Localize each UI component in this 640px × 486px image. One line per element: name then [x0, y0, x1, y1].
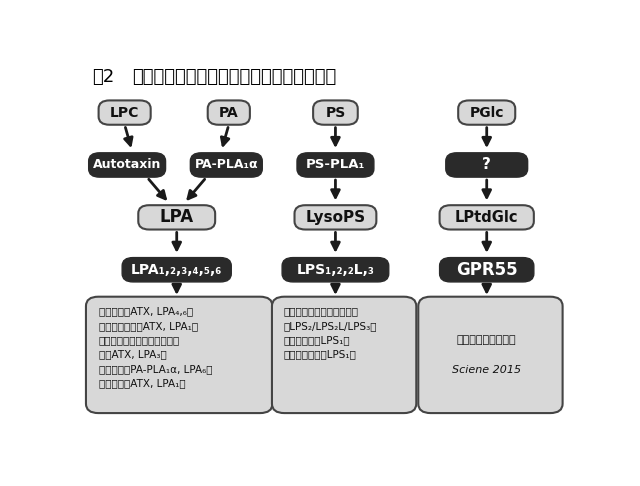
Text: LPA₁,₂,₃,₄,₅,₆: LPA₁,₂,₃,₄,₅,₆: [131, 263, 223, 277]
Text: LPA: LPA: [159, 208, 194, 226]
Text: 活性化リンパ球の増殖抑制
（LPS₂/LPS₂L/LPS₃）
抗がん作用（LPS₁）
抗感染症作用（LPS₁）: 活性化リンパ球の増殖抑制 （LPS₂/LPS₂L/LPS₃） 抗がん作用（LPS…: [284, 307, 377, 360]
FancyBboxPatch shape: [86, 296, 273, 413]
Text: PA: PA: [219, 105, 239, 120]
Text: Autotaxin: Autotaxin: [93, 158, 161, 172]
Text: Sciene 2015: Sciene 2015: [452, 365, 522, 375]
FancyBboxPatch shape: [89, 153, 166, 177]
FancyBboxPatch shape: [282, 258, 388, 282]
Text: PS-PLA₁: PS-PLA₁: [306, 158, 365, 172]
FancyBboxPatch shape: [208, 101, 250, 125]
Text: ?: ?: [483, 157, 491, 173]
FancyBboxPatch shape: [272, 296, 416, 413]
Text: LPS₁,₂,₂L,₃: LPS₁,₂,₂L,₃: [296, 263, 374, 277]
FancyBboxPatch shape: [99, 101, 150, 125]
Text: 神経細胞の軸索誘導: 神経細胞の軸索誘導: [457, 335, 516, 345]
Text: PGlc: PGlc: [470, 105, 504, 120]
FancyBboxPatch shape: [313, 101, 358, 125]
Text: 図2: 図2: [92, 68, 115, 86]
FancyBboxPatch shape: [122, 258, 231, 282]
Text: 血管形成（ATX, LPA₄,₆）
神経因性疼痛（ATX, LPA₁）
子宮内膜増殖（子宮内膜症）
　（ATX, LPA₃）
毛包形成（PA-PLA₁α, LP: 血管形成（ATX, LPA₄,₆） 神経因性疼痛（ATX, LPA₁） 子宮内膜…: [99, 307, 212, 388]
FancyBboxPatch shape: [138, 205, 215, 229]
Text: GPR55: GPR55: [456, 261, 518, 279]
Text: LPtdGlc: LPtdGlc: [455, 210, 518, 225]
Text: PS: PS: [325, 105, 346, 120]
Text: LysoPS: LysoPS: [305, 210, 365, 225]
FancyBboxPatch shape: [190, 153, 262, 177]
FancyBboxPatch shape: [458, 101, 515, 125]
Text: リゾリン脂質産生・作用機構と生体内機能: リゾリン脂質産生・作用機構と生体内機能: [132, 68, 337, 86]
FancyBboxPatch shape: [446, 153, 527, 177]
FancyBboxPatch shape: [440, 205, 534, 229]
Text: PA-PLA₁α: PA-PLA₁α: [195, 158, 258, 172]
FancyBboxPatch shape: [297, 153, 374, 177]
Text: LPC: LPC: [110, 105, 140, 120]
FancyBboxPatch shape: [419, 296, 563, 413]
FancyBboxPatch shape: [294, 205, 376, 229]
FancyBboxPatch shape: [440, 258, 534, 282]
